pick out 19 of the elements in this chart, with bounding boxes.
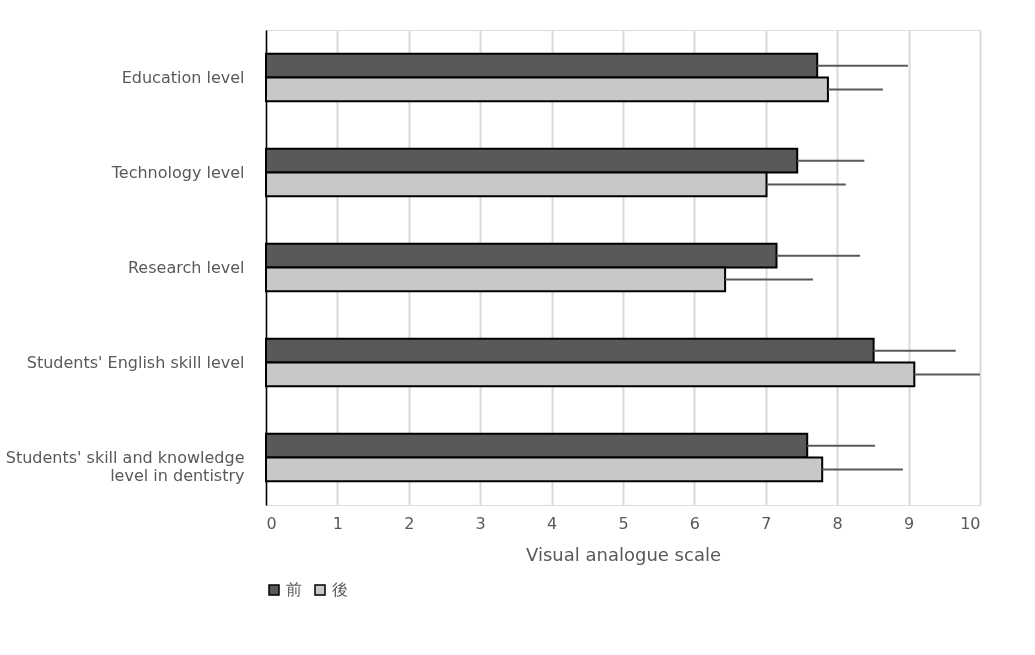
y-tick-label: Students' skill and knowledge level in dentistry (5, 447, 245, 485)
x-tick-label: 4 (547, 513, 558, 533)
x-tick-label: 5 (618, 513, 629, 533)
x-axis-title: Visual analogue scale (526, 543, 721, 565)
x-tick-label: 7 (761, 513, 772, 533)
x-tick-label: 9 (904, 513, 915, 533)
y-tick-label: Research level (127, 257, 245, 277)
legend-label: 後 (332, 580, 348, 599)
x-tick-label: 6 (689, 513, 700, 533)
x-tick-label: 8 (832, 513, 843, 533)
legend-label: 前 (286, 580, 302, 599)
y-tick-label: Education level (121, 67, 245, 87)
x-tick-label: 1 (332, 513, 343, 533)
x-tick-label: 3 (475, 513, 486, 533)
x-tick-label: 0 (266, 513, 277, 533)
x-tick-label: 2 (404, 513, 415, 533)
y-tick-label: Students' English skill level (26, 352, 245, 372)
x-tick-label: 10 (960, 513, 981, 533)
y-tick-label: Technology level (110, 162, 245, 182)
